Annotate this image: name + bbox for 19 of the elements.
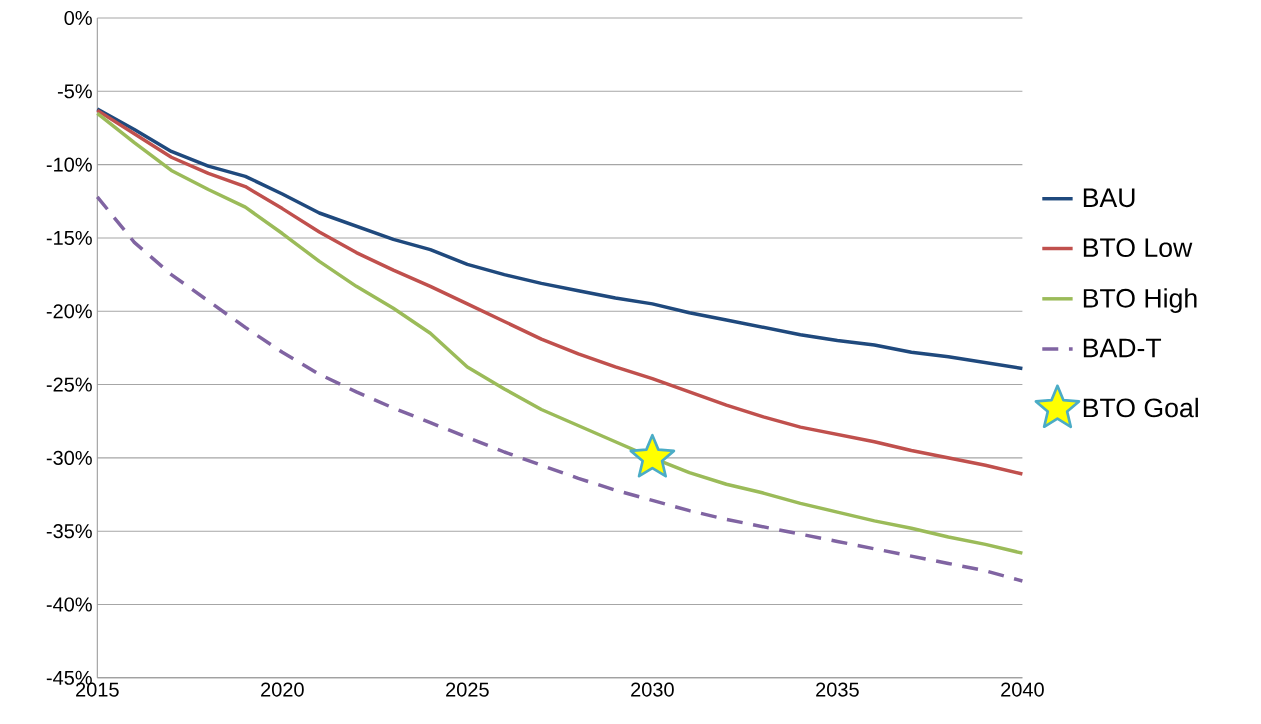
- x-tick-label: 2035: [816, 682, 859, 697]
- legend-label: BAU: [1083, 188, 1135, 208]
- legend-label: BAD-T: [1083, 338, 1162, 358]
- y-tick-label: -10%: [46, 157, 92, 172]
- y-tick-label: -35%: [46, 524, 92, 539]
- legend-label: BTO High: [1083, 288, 1197, 314]
- legend-label: BTO Goal: [1083, 397, 1198, 418]
- y-tick-label: -30%: [46, 450, 92, 466]
- legend-label: BTO Low: [1083, 238, 1193, 258]
- y-tick-label: -15%: [46, 231, 92, 246]
- y-tick-label: -5%: [57, 84, 92, 99]
- x-tick-label: 2030: [631, 682, 674, 697]
- y-tick-label: -20%: [46, 304, 92, 319]
- y-tick-label: -40%: [46, 597, 92, 612]
- y-tick-label: -25%: [46, 377, 92, 392]
- x-tick-label: 2020: [261, 682, 304, 697]
- x-tick-label: 2040: [1001, 682, 1044, 697]
- x-tick-label: 2025: [446, 682, 489, 697]
- y-tick-label: 0%: [64, 11, 92, 26]
